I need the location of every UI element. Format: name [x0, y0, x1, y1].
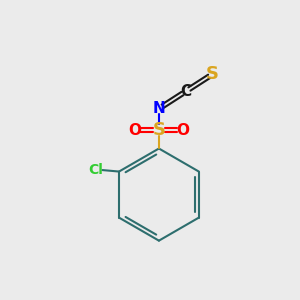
Text: N: N — [152, 101, 165, 116]
Text: S: S — [152, 121, 165, 139]
Text: C: C — [180, 84, 191, 99]
Text: Cl: Cl — [88, 163, 103, 177]
Text: S: S — [206, 65, 219, 83]
Text: O: O — [129, 123, 142, 138]
Text: O: O — [176, 123, 189, 138]
